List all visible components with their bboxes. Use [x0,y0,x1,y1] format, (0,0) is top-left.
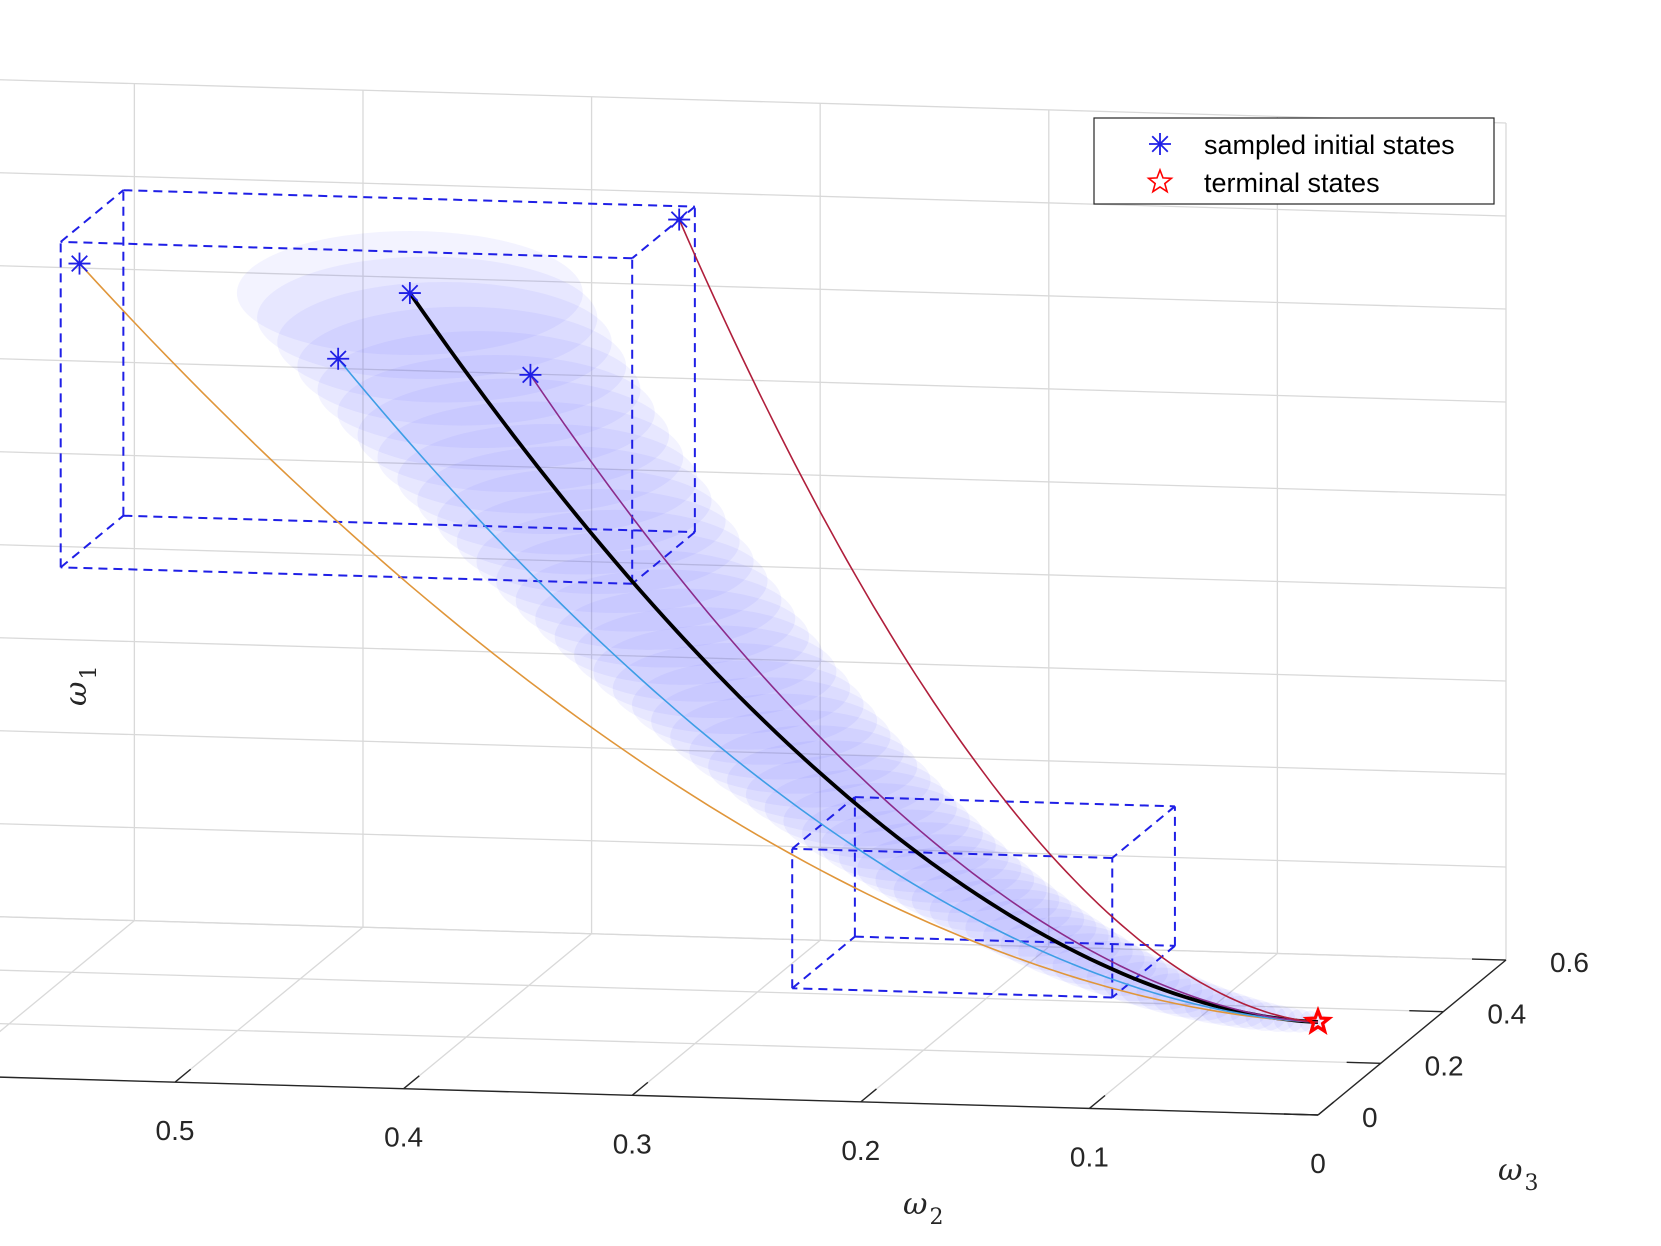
initial-box-edge [631,205,696,260]
sampled-initial-state-marker [327,347,350,370]
terminal-box-edge [792,987,1113,999]
tick-labels: 0.70.60.50.40.30.20.1000.20.40.6-0.100.1… [156,947,1589,1179]
initial-box-edge [123,514,695,534]
sampled-initial-state-marker [668,208,691,231]
state-markers [68,208,1334,1036]
grid-line-floor-x [1088,952,1278,1109]
legend-box [1093,117,1495,205]
initial-box-edge [60,240,633,260]
terminal-box-edge [854,935,1175,947]
grid-line-back-z [0,544,1506,589]
terminal-box-edge [791,935,856,990]
axis-labels: ω2 ω3 ω1 [59,666,1538,1230]
grid-line-back-z [0,823,1506,868]
legend-asterisk [1149,133,1171,155]
x-tick-label: 0.2 [841,1135,880,1166]
grid-line-floor-x [403,933,592,1090]
grid-line-back-z [0,451,1506,496]
x-tick-mark [174,1068,192,1083]
grid-line-floor-y [0,1023,1381,1064]
terminal-box-edge [792,847,1113,859]
legend: sampled initial states terminal states [1093,117,1495,205]
legend-star [1146,167,1174,194]
asterisk-stroke [401,284,419,302]
x-tick-label: 0.3 [613,1128,652,1159]
grid-line-back-z [0,637,1506,682]
grid-line-floor-y [0,1076,1319,1116]
sampled-initial-state-marker [398,282,421,305]
terminal-box-edge [1111,805,1176,859]
z-axis-label: ω1 [59,666,102,706]
y-tick-label: 0.6 [1550,947,1589,978]
terminal-state-marker [1305,1008,1331,1033]
y-axis-line [1317,959,1507,1116]
grid-line-back-z [0,79,1506,124]
sampled-trajectory [678,219,1319,1023]
initial-box-edge [123,189,695,208]
terminal-box-edge [1111,945,1176,999]
sampled-trajectory [337,358,1319,1023]
y-tick-mark [1283,1113,1319,1116]
legend-label-sampled: sampled initial states [1204,130,1455,160]
terminal-box-edge [791,796,856,850]
grid-line-floor-x [0,920,135,1033]
grid-line-back-z [0,265,1506,310]
sampled-trajectory [529,374,1319,1023]
legend-marker-sampled [1149,133,1171,155]
x-tick-label: 0.5 [156,1115,195,1146]
asterisk-stroke [71,255,88,272]
nominal-trajectory [408,292,1319,1024]
grid-line-floor-x [631,939,821,1096]
y-tick-label: 0 [1362,1102,1378,1133]
asterisk-stroke [670,211,688,228]
x-tick-mark [1317,1101,1335,1116]
sampled-trajectory [78,263,1319,1023]
y-tick-mark [1346,1061,1381,1065]
grid-line-back-z [0,358,1506,403]
uncertainty-tube [236,231,1326,1033]
asterisk-stroke [329,350,347,368]
axes-layer [0,958,1507,1116]
bounding-boxes [59,189,1176,999]
asterisk-stroke [1151,135,1169,153]
y-axis-label: ω3 [1498,1153,1538,1196]
y-tick-mark [1409,1009,1444,1013]
grid-line-floor-x [860,946,1050,1103]
x-tick-mark [860,1088,877,1103]
x-tick-label: 0.1 [1070,1141,1109,1172]
x-tick-mark [403,1075,420,1090]
sampled-initial-state-marker [68,252,91,275]
grid-line-back-z [0,730,1506,775]
x-tick-label: 0.4 [384,1122,423,1153]
x-tick-mark [1088,1094,1106,1109]
asterisk-stroke [522,366,539,384]
legend-marker-terminal [1146,167,1174,194]
grid-line-back-z [0,172,1506,217]
legend-label-terminal: terminal states [1204,168,1380,198]
terminal-box-edge [854,796,1175,808]
x-axis-label: ω2 [903,1187,943,1230]
x-tick-label: 0 [1310,1148,1326,1179]
trajectories [78,219,1319,1024]
grid-line-floor-x [174,926,364,1083]
x-tick-mark [631,1081,649,1096]
initial-box-edge [60,514,124,569]
sampled-initial-state-marker [519,363,542,386]
initial-box-edge [631,531,696,585]
x-axis-line [0,1076,1319,1116]
initial-box-edge [60,189,124,243]
initial-box-edge [60,566,633,585]
y-tick-label: 0.4 [1487,999,1526,1030]
y-tick-mark [1471,958,1507,961]
y-tick-label: 0.2 [1425,1050,1464,1081]
grid-line-floor-y [0,916,1506,961]
